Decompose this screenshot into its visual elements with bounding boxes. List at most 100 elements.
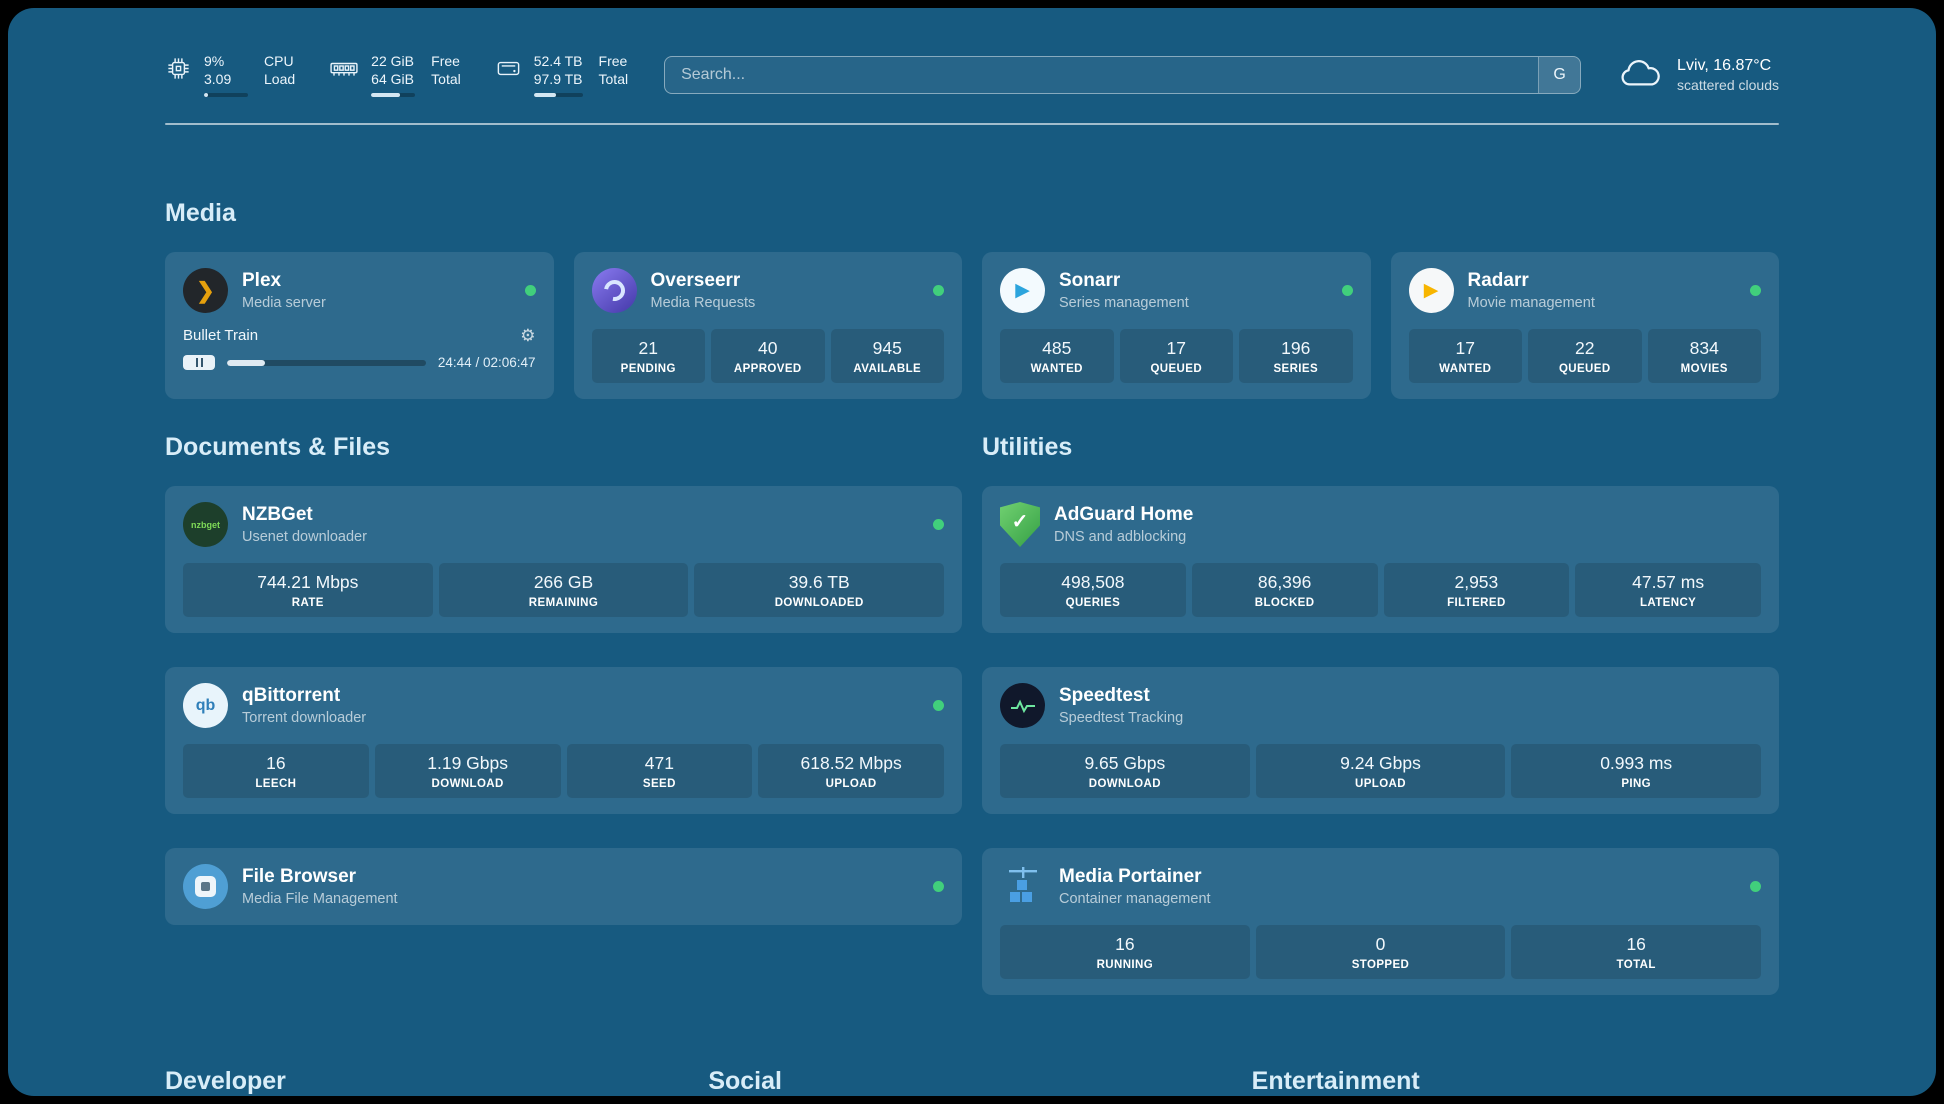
- stat-tile: 16 RUNNING: [1000, 925, 1250, 979]
- stat-value: 2,953: [1454, 572, 1499, 592]
- nzbget-header[interactable]: nzbget NZBGet Usenet downloader: [183, 502, 944, 547]
- stat-value: 1.19 Gbps: [427, 753, 508, 773]
- sonarr-name: Sonarr: [1059, 270, 1121, 291]
- stat-value: 945: [872, 338, 902, 358]
- adguard-stats: 498,508 QUERIES 86,396 BLOCKED 2,953 FILTER…: [1000, 563, 1761, 617]
- radarr-desc: Movie management: [1467, 295, 1595, 311]
- plex-header[interactable]: ❯ Plex Media server: [183, 268, 536, 313]
- filebrowser-name: File Browser: [242, 866, 357, 887]
- stat-value: 0: [1375, 934, 1386, 954]
- stat-value: 196: [1281, 338, 1311, 358]
- plex-progress-bar[interactable]: [227, 359, 426, 366]
- portainer-icon: [1000, 864, 1045, 909]
- plex-icon: ❯: [183, 268, 228, 313]
- nzbget-name: NZBGet: [242, 504, 313, 525]
- qbittorrent-desc: Torrent downloader: [242, 710, 367, 726]
- overseerr-stats: 21 PENDING 40 APPROVED 945 AVAILABLE: [591, 329, 944, 383]
- section-title-utilities: Utilities: [982, 433, 1073, 461]
- plex-desc: Media server: [242, 295, 326, 311]
- sonarr-header[interactable]: ▶ Sonarr Series management: [1000, 268, 1353, 313]
- dashboard-panel: 9% 3.09 CPU Load: [8, 8, 1936, 1096]
- overseerr-header[interactable]: Overseerr Media Requests: [591, 268, 944, 313]
- sonarr-status-dot: [1341, 285, 1353, 296]
- bookmark-group-social: Social LI LinkedInlinkedin.com TW Twitte…: [708, 1067, 1235, 1096]
- search-engine-button[interactable]: G: [1538, 56, 1581, 93]
- stat-tile: 47.57 ms LATENCY: [1575, 563, 1761, 617]
- stat-value: 9.24 Gbps: [1340, 753, 1421, 773]
- stat-label: BLOCKED: [1254, 597, 1315, 609]
- speedtest-header[interactable]: Speedtest Speedtest Tracking: [1000, 683, 1761, 728]
- portainer-header[interactable]: Media Portainer Container management: [1000, 864, 1761, 909]
- stat-tile: 618.52 Mbps UPLOAD: [758, 744, 944, 798]
- speedtest-desc: Speedtest Tracking: [1059, 710, 1184, 726]
- stat-value: 16: [266, 753, 286, 773]
- adguard-header[interactable]: ✓ AdGuard Home DNS and adblocking: [1000, 502, 1761, 547]
- stat-label: QUEUED: [1558, 363, 1611, 375]
- stat-label: WANTED: [1439, 363, 1492, 375]
- search-input[interactable]: [664, 55, 1582, 94]
- cpu-widget: 9% 3.09 CPU Load: [165, 52, 295, 97]
- portainer-card: Media Portainer Container management 16 R…: [982, 848, 1779, 995]
- stat-value: 17: [1166, 338, 1186, 358]
- stat-value: 485: [1042, 338, 1072, 358]
- disk-free-label: Free: [598, 53, 628, 69]
- stat-tile: 2,953 FILTERED: [1383, 563, 1570, 617]
- nzbget-card: nzbget NZBGet Usenet downloader 744.21 M…: [165, 486, 962, 633]
- stat-label: PING: [1621, 778, 1652, 790]
- sonarr-stats: 485 WANTED 17 QUEUED 196 SERIES: [1000, 329, 1353, 383]
- plex-name: Plex: [242, 270, 282, 291]
- sonarr-desc: Series management: [1059, 295, 1189, 311]
- gear-icon[interactable]: ⚙: [520, 326, 536, 345]
- disk-widget: 52.4 TB 97.9 TB Free Total: [495, 52, 628, 97]
- stat-label: MOVIES: [1680, 363, 1728, 375]
- stat-label: QUERIES: [1065, 597, 1121, 609]
- overseerr-name: Overseerr: [650, 270, 741, 291]
- qbittorrent-header[interactable]: qb qBittorrent Torrent downloader: [183, 683, 944, 728]
- portainer-status-dot: [1750, 881, 1761, 892]
- disk-total-label: Total: [598, 71, 629, 87]
- bookmark-group-developer: Developer GH Githubgithub.com SO StackOv…: [165, 1067, 692, 1096]
- pause-button[interactable]: [183, 355, 215, 370]
- speedtest-name: Speedtest: [1059, 685, 1150, 706]
- plex-now-playing: Bullet Train: [183, 327, 259, 344]
- portainer-name: Media Portainer: [1059, 866, 1202, 887]
- stat-label: SERIES: [1273, 363, 1319, 375]
- qbittorrent-icon: qb: [183, 683, 228, 728]
- stat-value: 17: [1455, 338, 1475, 358]
- qbittorrent-card: qb qBittorrent Torrent downloader 16 LEEC…: [165, 667, 962, 814]
- adguard-name: AdGuard Home: [1054, 504, 1194, 525]
- plex-card: ❯ Plex Media server Bullet Train ⚙ 24:44…: [165, 252, 554, 399]
- nzbget-icon: nzbget: [183, 502, 228, 547]
- portainer-stats: 16 RUNNING 0 STOPPED 16 TOTAL: [1000, 925, 1762, 979]
- radarr-header[interactable]: ▶ Radarr Movie management: [1408, 268, 1761, 313]
- plex-progress-row: 24:44 / 02:06:47: [183, 355, 536, 370]
- stat-label: LEECH: [255, 778, 297, 790]
- stat-tile: 0.993 ms PING: [1511, 744, 1762, 798]
- stat-label: UPLOAD: [1355, 778, 1406, 790]
- top-bar: 9% 3.09 CPU Load: [165, 52, 1779, 97]
- radarr-stats: 17 WANTED 22 QUEUED 834 MOVIES: [1408, 329, 1761, 383]
- stat-label: APPROVED: [733, 363, 802, 375]
- search-bar: G: [664, 55, 1582, 94]
- memory-usage-bar: [371, 93, 416, 97]
- sonarr-icon: ▶: [1000, 268, 1045, 313]
- nzbget-desc: Usenet downloader: [242, 529, 367, 545]
- media-card-grid: ❯ Plex Media server Bullet Train ⚙ 24:44…: [165, 252, 1779, 399]
- stat-tile: 22 QUEUED: [1528, 329, 1642, 383]
- filebrowser-card: File Browser Media File Management: [165, 848, 962, 925]
- memory-icon: [330, 62, 358, 76]
- cpu-usage-bar: [204, 93, 248, 97]
- stat-value: 9.65 Gbps: [1084, 753, 1166, 773]
- stat-value: 471: [644, 753, 674, 773]
- weather-widget: Lviv, 16.87°C scattered clouds: [1617, 56, 1779, 94]
- adguard-card: ✓ AdGuard Home DNS and adblocking 498,50…: [982, 486, 1779, 633]
- filebrowser-header[interactable]: File Browser Media File Management: [183, 864, 944, 909]
- memory-total-value: 64 GiB: [371, 71, 414, 87]
- stat-tile: 17 WANTED: [1408, 329, 1522, 383]
- adguard-desc: DNS and adblocking: [1054, 529, 1187, 545]
- bookmark-group-title: Developer: [165, 1067, 286, 1095]
- stat-label: FILTERED: [1447, 597, 1506, 609]
- cpu-icon: [168, 58, 189, 79]
- stat-value: 39.6 TB: [788, 572, 850, 592]
